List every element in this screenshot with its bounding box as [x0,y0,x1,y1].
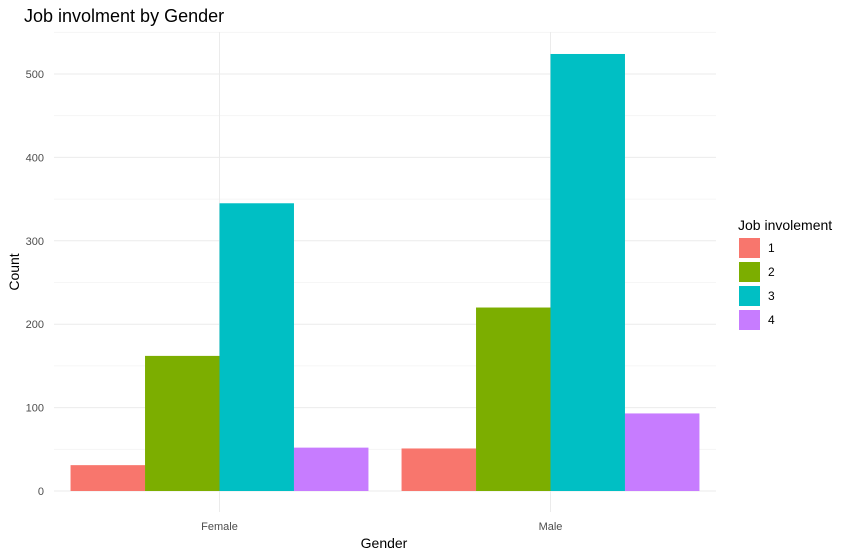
chart-title: Job involment by Gender [24,6,224,26]
bar-female-4 [293,447,369,491]
legend-key-1 [739,238,760,258]
x-axis-ticks: Female Male [201,521,562,533]
legend-key-3 [739,286,760,306]
bar-female-1 [70,465,146,491]
bar-male-2 [476,307,551,491]
bar-female-2 [145,355,220,491]
y-axis-title: Count [6,253,22,290]
x-tick-label: Male [539,521,563,533]
y-tick-label: 300 [26,236,44,248]
legend-items: 1 2 3 4 [739,238,775,330]
legend-label-2: 2 [768,265,775,279]
legend: Job involement 1 2 3 4 [738,217,832,330]
x-axis-title: Gender [361,535,408,551]
y-tick-label: 0 [38,486,44,498]
legend-label-1: 1 [768,241,775,255]
y-tick-label: 200 [26,319,44,331]
plot-bars [70,53,700,491]
legend-key-2 [739,262,760,282]
y-axis-ticks: 0 100 200 300 400 500 [26,69,44,498]
y-tick-label: 400 [26,152,44,164]
bar-male-4 [624,413,700,491]
legend-key-4 [739,310,760,330]
bar-male-3 [550,53,625,491]
legend-title: Job involement [738,217,832,233]
y-tick-label: 100 [26,403,44,415]
bar-female-3 [219,203,294,491]
y-tick-label: 500 [26,69,44,81]
bar-male-1 [401,448,477,491]
x-tick-label: Female [201,521,238,533]
legend-label-4: 4 [768,313,775,327]
legend-label-3: 3 [768,289,775,303]
